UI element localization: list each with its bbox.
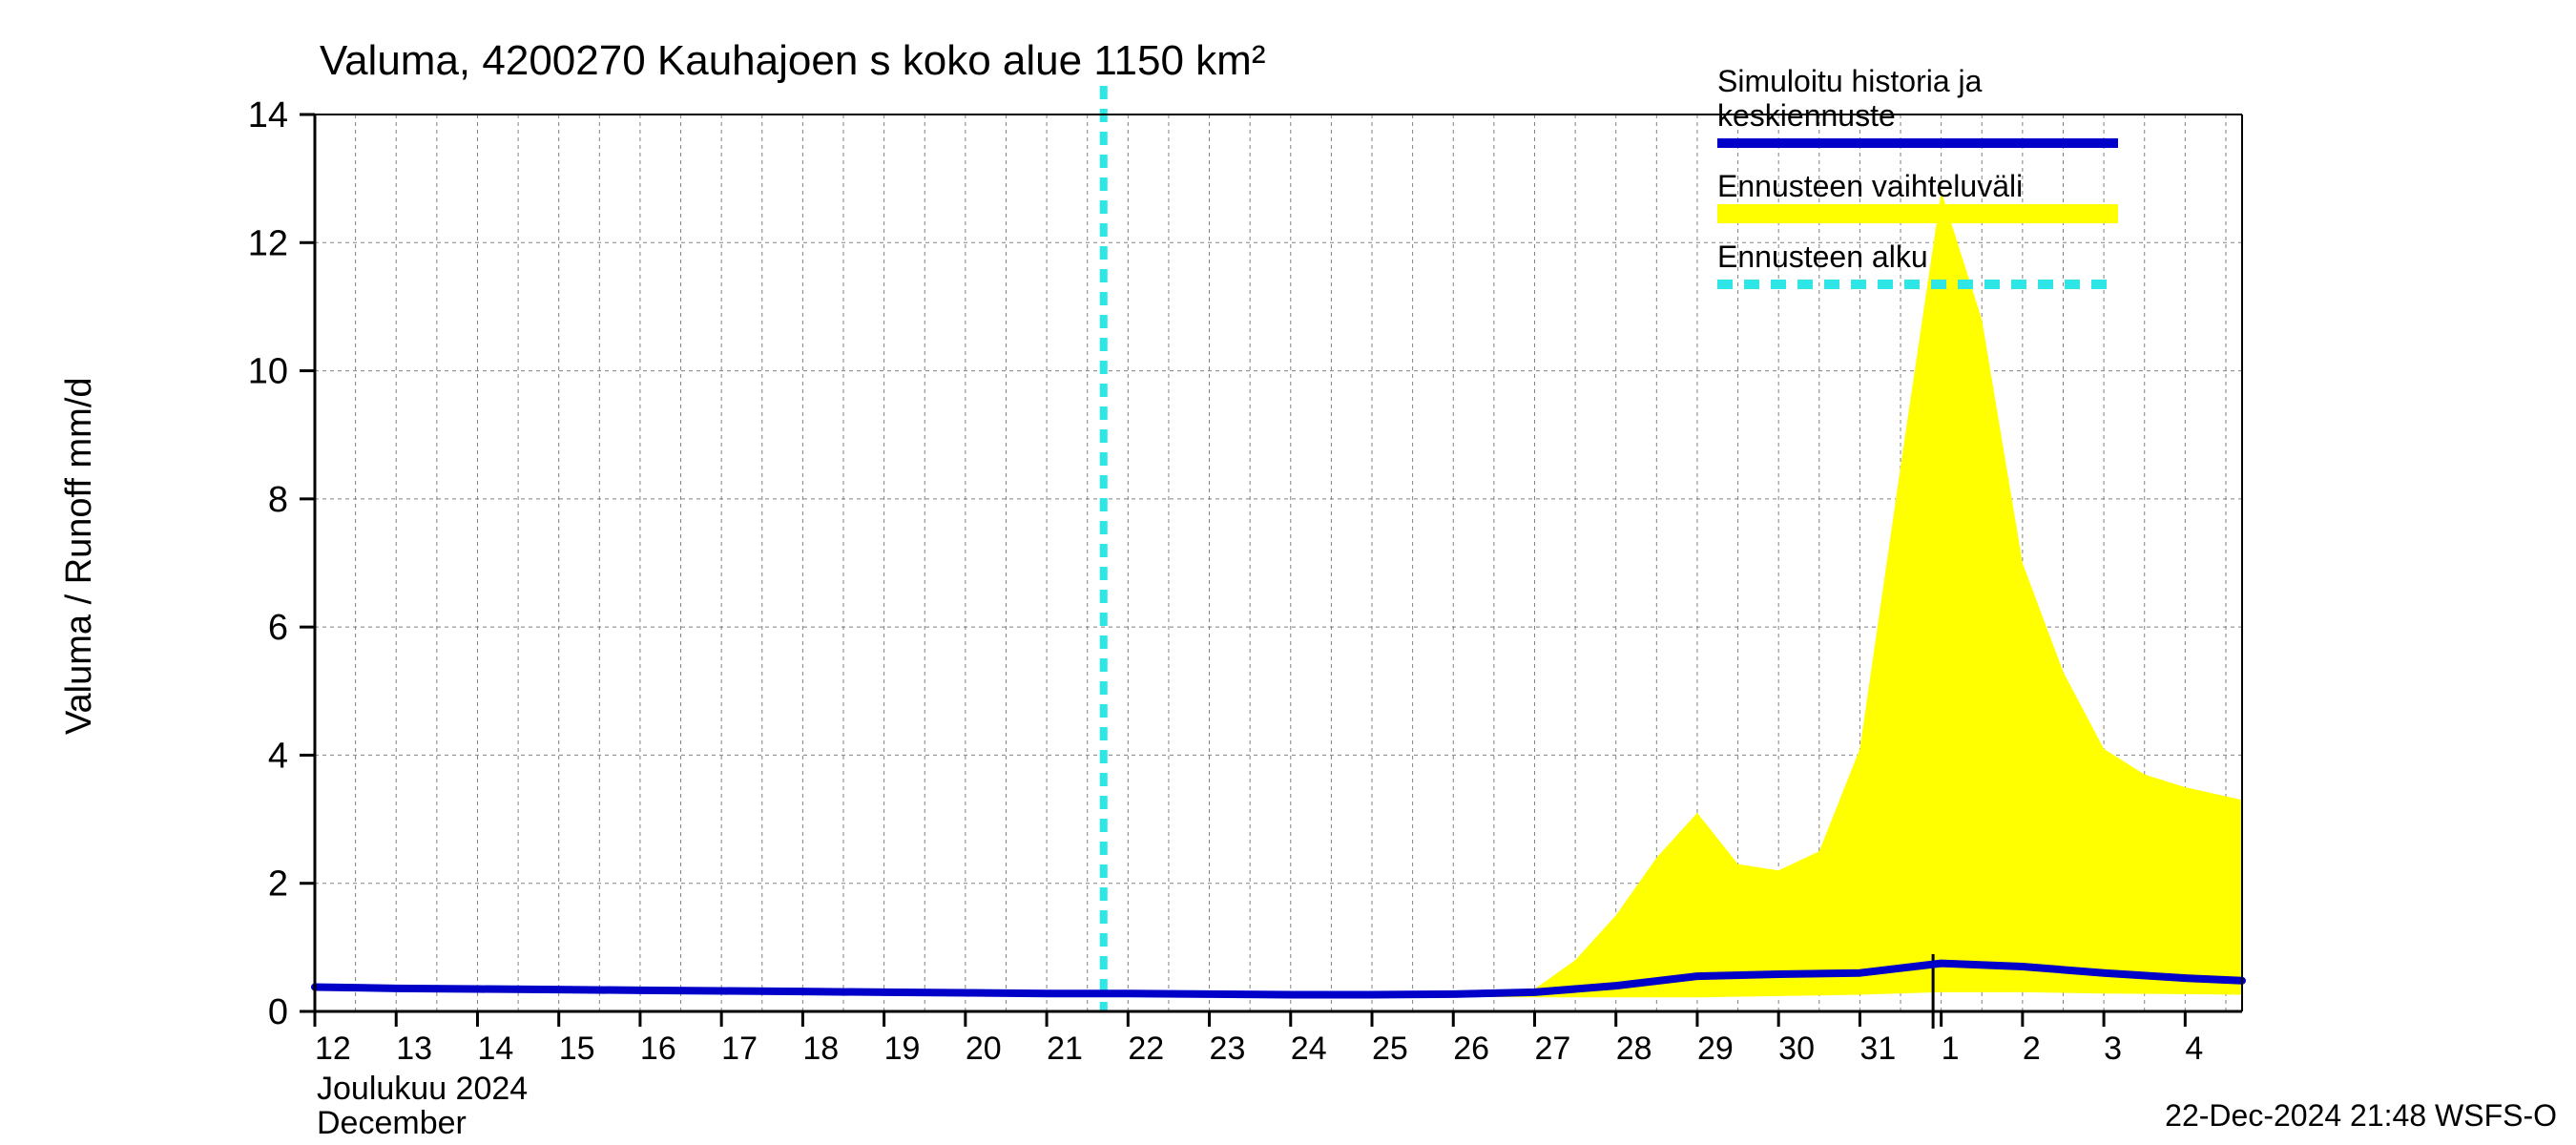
y-tick-label: 2 (268, 864, 288, 905)
legend-label: Ennusteen vaihteluväli (1717, 169, 2023, 203)
x-tick-label: 27 (1534, 1030, 1570, 1067)
y-tick-label: 8 (268, 480, 288, 520)
y-tick-label: 10 (248, 352, 288, 392)
x-month-label-2: December (317, 1105, 467, 1141)
x-tick-label: 31 (1859, 1030, 1896, 1067)
x-tick-label: 24 (1291, 1030, 1327, 1067)
legend-label: keskiennuste (1717, 98, 1896, 133)
y-tick-label: 6 (268, 608, 288, 648)
x-tick-label: 14 (477, 1030, 513, 1067)
chart-container: 0246810121412131415161718192021222324252… (0, 0, 2576, 1145)
x-tick-label: 29 (1697, 1030, 1734, 1067)
x-tick-label: 3 (2104, 1030, 2122, 1067)
x-tick-label: 15 (559, 1030, 595, 1067)
x-tick-label: 4 (2185, 1030, 2203, 1067)
x-tick-label: 26 (1453, 1030, 1489, 1067)
x-month-label-1: Joulukuu 2024 (317, 1071, 528, 1107)
y-tick-label: 12 (248, 223, 288, 263)
legend-swatch-fill (1717, 204, 2118, 223)
x-tick-label: 20 (966, 1030, 1002, 1067)
x-tick-label: 17 (721, 1030, 758, 1067)
x-tick-label: 19 (884, 1030, 921, 1067)
x-tick-label: 25 (1372, 1030, 1408, 1067)
x-tick-label: 13 (396, 1030, 432, 1067)
y-axis-label: Valuma / Runoff mm/d (59, 377, 99, 735)
x-tick-label: 1 (1942, 1030, 1960, 1067)
legend-label: Simuloitu historia ja (1717, 64, 1983, 98)
x-tick-label: 16 (640, 1030, 676, 1067)
x-tick-label: 12 (315, 1030, 351, 1067)
chart-svg: 0246810121412131415161718192021222324252… (0, 0, 2576, 1145)
x-tick-label: 23 (1210, 1030, 1246, 1067)
footer-timestamp: 22-Dec-2024 21:48 WSFS-O (2165, 1098, 2557, 1133)
y-tick-label: 14 (248, 95, 288, 135)
chart-title: Valuma, 4200270 Kauhajoen s koko alue 11… (320, 37, 1265, 84)
x-tick-label: 2 (2023, 1030, 2041, 1067)
legend-label: Ennusteen alku (1717, 239, 1928, 274)
x-tick-label: 22 (1128, 1030, 1164, 1067)
x-tick-label: 21 (1047, 1030, 1083, 1067)
y-tick-label: 4 (268, 736, 288, 776)
y-tick-label: 0 (268, 992, 288, 1032)
x-tick-label: 30 (1778, 1030, 1815, 1067)
x-tick-label: 28 (1616, 1030, 1652, 1067)
x-tick-label: 18 (802, 1030, 839, 1067)
